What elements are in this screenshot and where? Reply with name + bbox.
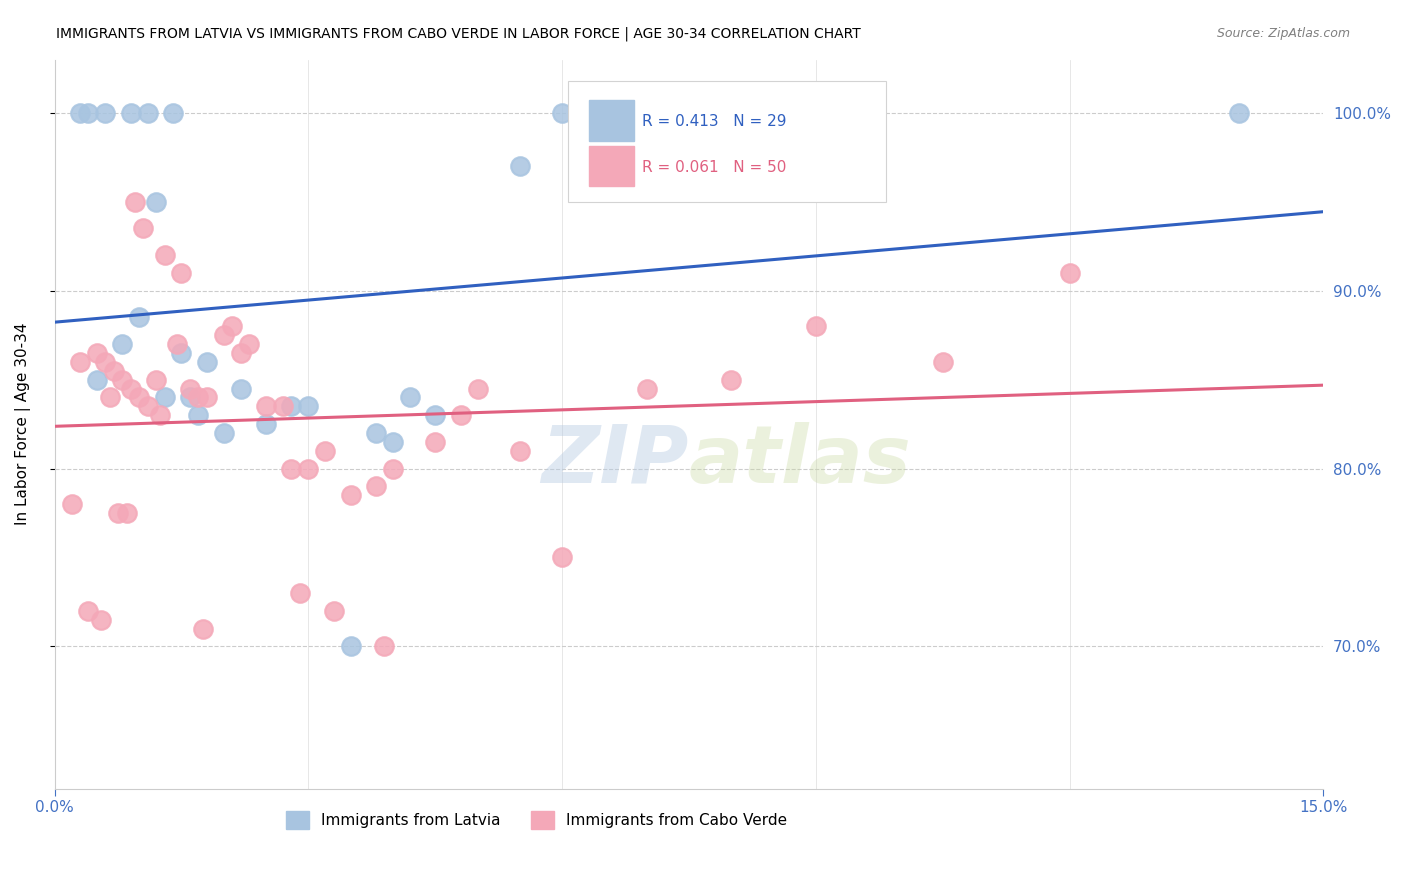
Point [1227, 106, 1250, 120]
Point [238, 337, 260, 351]
Point [425, 434, 447, 449]
Point [425, 408, 447, 422]
Point [179, 382, 201, 396]
Text: Source: ZipAtlas.com: Source: ZipAtlas.com [1216, 27, 1350, 40]
Point [314, 443, 336, 458]
Point [128, 391, 150, 405]
Point [720, 373, 742, 387]
Point [166, 337, 188, 351]
Point [364, 479, 387, 493]
Point [153, 248, 176, 262]
Point [179, 391, 201, 405]
Point [145, 194, 167, 209]
Point [94, 355, 117, 369]
Point [297, 461, 319, 475]
Point [322, 604, 344, 618]
Point [271, 399, 294, 413]
Point [381, 461, 404, 475]
Point [195, 355, 218, 369]
Point [450, 408, 472, 422]
Point [187, 391, 209, 405]
Text: IMMIGRANTS FROM LATVIA VS IMMIGRANTS FROM CABO VERDE IN LABOR FORCE | AGE 30-34 : IMMIGRANTS FROM LATVIA VS IMMIGRANTS FRO… [56, 27, 860, 41]
Point [381, 434, 404, 449]
Legend: Immigrants from Latvia, Immigrants from Cabo Verde: Immigrants from Latvia, Immigrants from … [280, 805, 793, 836]
Point [111, 337, 134, 351]
Point [94, 106, 117, 120]
Point [551, 106, 574, 120]
Point [229, 382, 252, 396]
Point [254, 417, 277, 431]
Point [804, 319, 827, 334]
Point [297, 399, 319, 413]
Text: atlas: atlas [689, 422, 911, 500]
Point [103, 364, 125, 378]
Point [128, 310, 150, 325]
Point [191, 622, 214, 636]
Point [120, 382, 142, 396]
Point [195, 391, 218, 405]
Point [170, 346, 193, 360]
Point [86, 373, 108, 387]
Point [1059, 266, 1081, 280]
FancyBboxPatch shape [589, 100, 634, 141]
Point [124, 194, 146, 209]
Point [149, 408, 172, 422]
Point [90, 613, 112, 627]
Point [551, 550, 574, 565]
Point [86, 346, 108, 360]
Point [107, 506, 129, 520]
Point [153, 391, 176, 405]
Point [467, 382, 489, 396]
Point [229, 346, 252, 360]
Point [69, 355, 91, 369]
Point [678, 106, 700, 120]
Point [187, 408, 209, 422]
Point [77, 106, 100, 120]
Point [77, 604, 100, 618]
Point [280, 461, 302, 475]
FancyBboxPatch shape [568, 81, 886, 202]
Point [339, 488, 361, 502]
Point [111, 373, 134, 387]
Point [254, 399, 277, 413]
Point [120, 106, 142, 120]
Point [509, 443, 531, 458]
Point [280, 399, 302, 413]
Point [636, 382, 658, 396]
Point [115, 506, 138, 520]
Point [69, 106, 91, 120]
Point [288, 586, 311, 600]
Point [398, 391, 420, 405]
Point [136, 106, 159, 120]
Y-axis label: In Labor Force | Age 30-34: In Labor Force | Age 30-34 [15, 323, 31, 525]
Point [931, 355, 953, 369]
Point [132, 221, 155, 235]
Text: R = 0.061   N = 50: R = 0.061 N = 50 [643, 160, 786, 175]
Text: R = 0.413   N = 29: R = 0.413 N = 29 [643, 114, 786, 129]
Point [60, 497, 83, 511]
Point [339, 640, 361, 654]
Point [136, 399, 159, 413]
FancyBboxPatch shape [589, 145, 634, 186]
Point [170, 266, 193, 280]
Point [162, 106, 184, 120]
Text: ZIP: ZIP [541, 422, 689, 500]
Point [373, 640, 395, 654]
Point [145, 373, 167, 387]
Point [212, 425, 235, 440]
Point [509, 159, 531, 173]
Point [212, 328, 235, 343]
Point [98, 391, 121, 405]
Point [221, 319, 243, 334]
Point [364, 425, 387, 440]
